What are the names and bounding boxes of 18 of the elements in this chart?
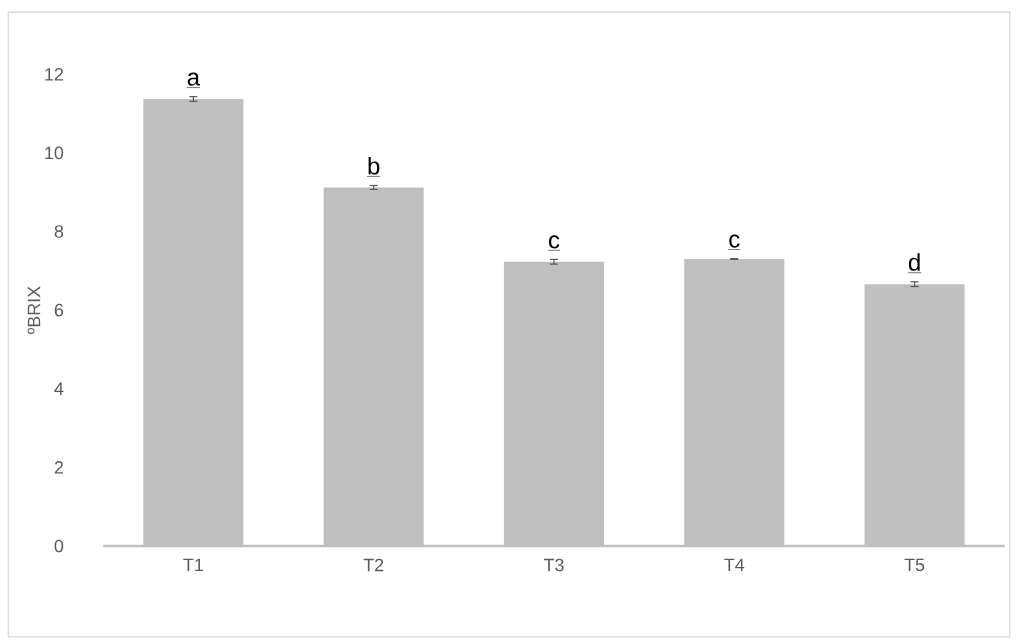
- y-tick-label: 12: [45, 67, 63, 81]
- annotation: a: [187, 72, 201, 86]
- y-tick-label: 0: [54, 539, 64, 553]
- y-tick-label: 4: [54, 382, 64, 395]
- annotation: c: [729, 234, 740, 248]
- y-axis-title: ºBRIX: [27, 286, 41, 334]
- x-tick-label: T2: [363, 558, 384, 572]
- annotation: b: [368, 156, 380, 175]
- y-tick-label: 6: [54, 303, 64, 317]
- y-tick-label: 8: [54, 225, 64, 238]
- y-tick-label: 2: [54, 461, 63, 474]
- y-tick-label: 10: [45, 146, 64, 160]
- x-tick-label: T5: [904, 558, 925, 572]
- annotation: d: [908, 253, 920, 271]
- x-tick-label: T4: [724, 558, 745, 571]
- x-tick-label: T3: [543, 558, 564, 572]
- x-tick-label: T1: [183, 558, 203, 571]
- annotation: c: [549, 235, 560, 249]
